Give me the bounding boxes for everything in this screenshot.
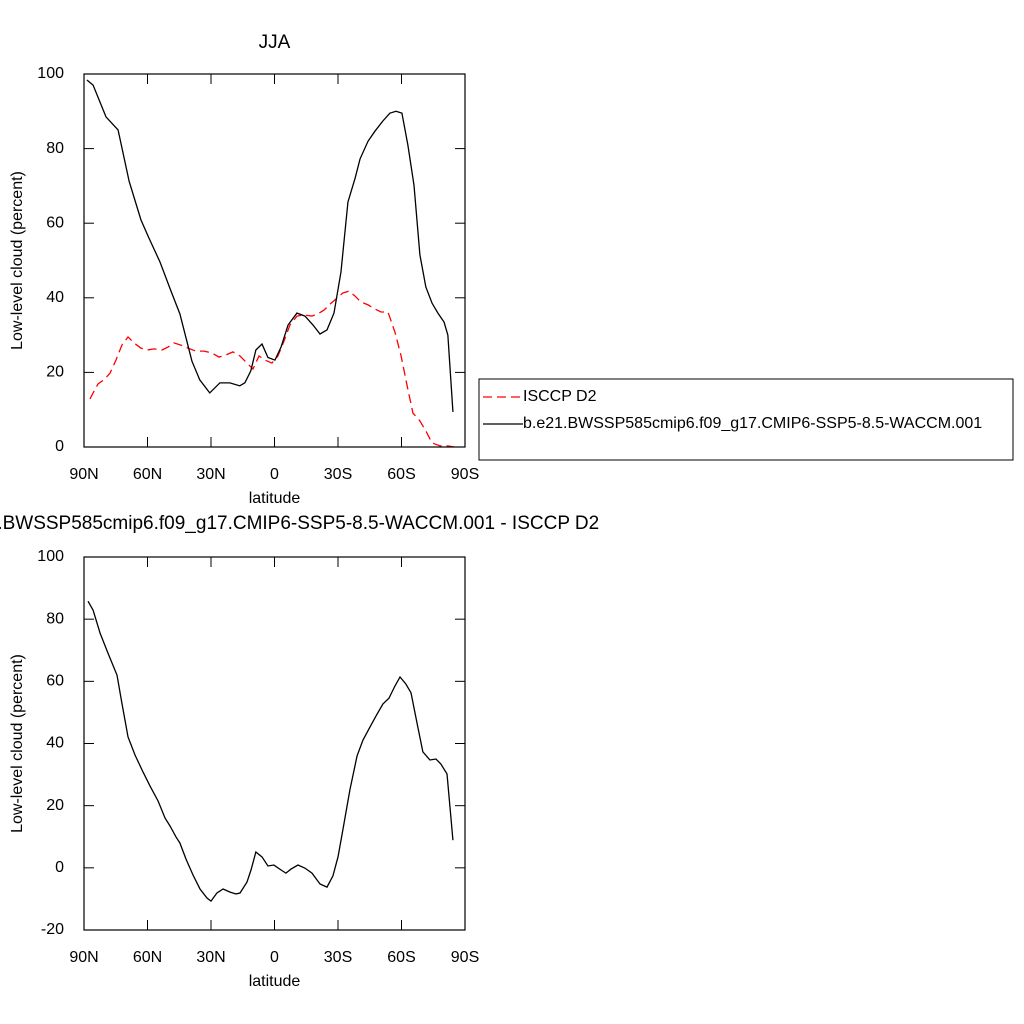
y-tick-label: 80: [46, 610, 64, 627]
y-tick-label: 100: [37, 548, 64, 565]
x-tick-label: 30S: [324, 466, 352, 483]
data-line: [89, 290, 455, 448]
x-tick-label: 60N: [133, 949, 162, 966]
y-axis-label: Low-level cloud (percent): [9, 171, 26, 350]
x-tick-label: 90N: [69, 949, 98, 966]
legend-label: b.e21.BWSSP585cmip6.f09_g17.CMIP6-SSP5-8…: [523, 415, 982, 432]
x-axis-label: latitude: [249, 973, 301, 990]
y-axis-label: Low-level cloud (percent): [9, 654, 26, 833]
x-tick-label: 60S: [387, 949, 415, 966]
y-tick-label: 40: [46, 735, 64, 752]
data-line: [87, 600, 454, 903]
y-tick-label: 60: [46, 673, 64, 690]
y-tick-label: 20: [46, 364, 64, 381]
x-tick-label: 0: [270, 949, 279, 966]
y-tick-label: 0: [55, 859, 64, 876]
x-axis-label: latitude: [249, 490, 301, 507]
chart-title: b.e21.BWSSP585cmip6.f09_g17.CMIP6-SSP5-8…: [0, 513, 599, 534]
x-tick-label: 90N: [69, 466, 98, 483]
chart-title: JJA: [259, 32, 291, 53]
x-tick-label: 0: [270, 466, 279, 483]
y-tick-label: 80: [46, 140, 64, 157]
x-tick-label: 30N: [196, 949, 225, 966]
x-tick-label: 30N: [196, 466, 225, 483]
legend-box: [478, 378, 1014, 461]
plot-frame: [83, 556, 466, 931]
x-tick-label: 30S: [324, 949, 352, 966]
y-tick-label: 100: [37, 65, 64, 82]
x-tick-label: 90S: [451, 949, 479, 966]
y-tick-label: 0: [55, 438, 64, 455]
y-tick-label: 40: [46, 289, 64, 306]
y-tick-label: -20: [41, 921, 64, 938]
legend-label: ISCCP D2: [523, 388, 597, 405]
plot-frame: [83, 73, 466, 448]
x-tick-label: 60S: [387, 466, 415, 483]
data-line: [86, 79, 454, 412]
y-tick-label: 20: [46, 797, 64, 814]
x-tick-label: 90S: [451, 466, 479, 483]
y-tick-label: 60: [46, 214, 64, 231]
x-tick-label: 60N: [133, 466, 162, 483]
